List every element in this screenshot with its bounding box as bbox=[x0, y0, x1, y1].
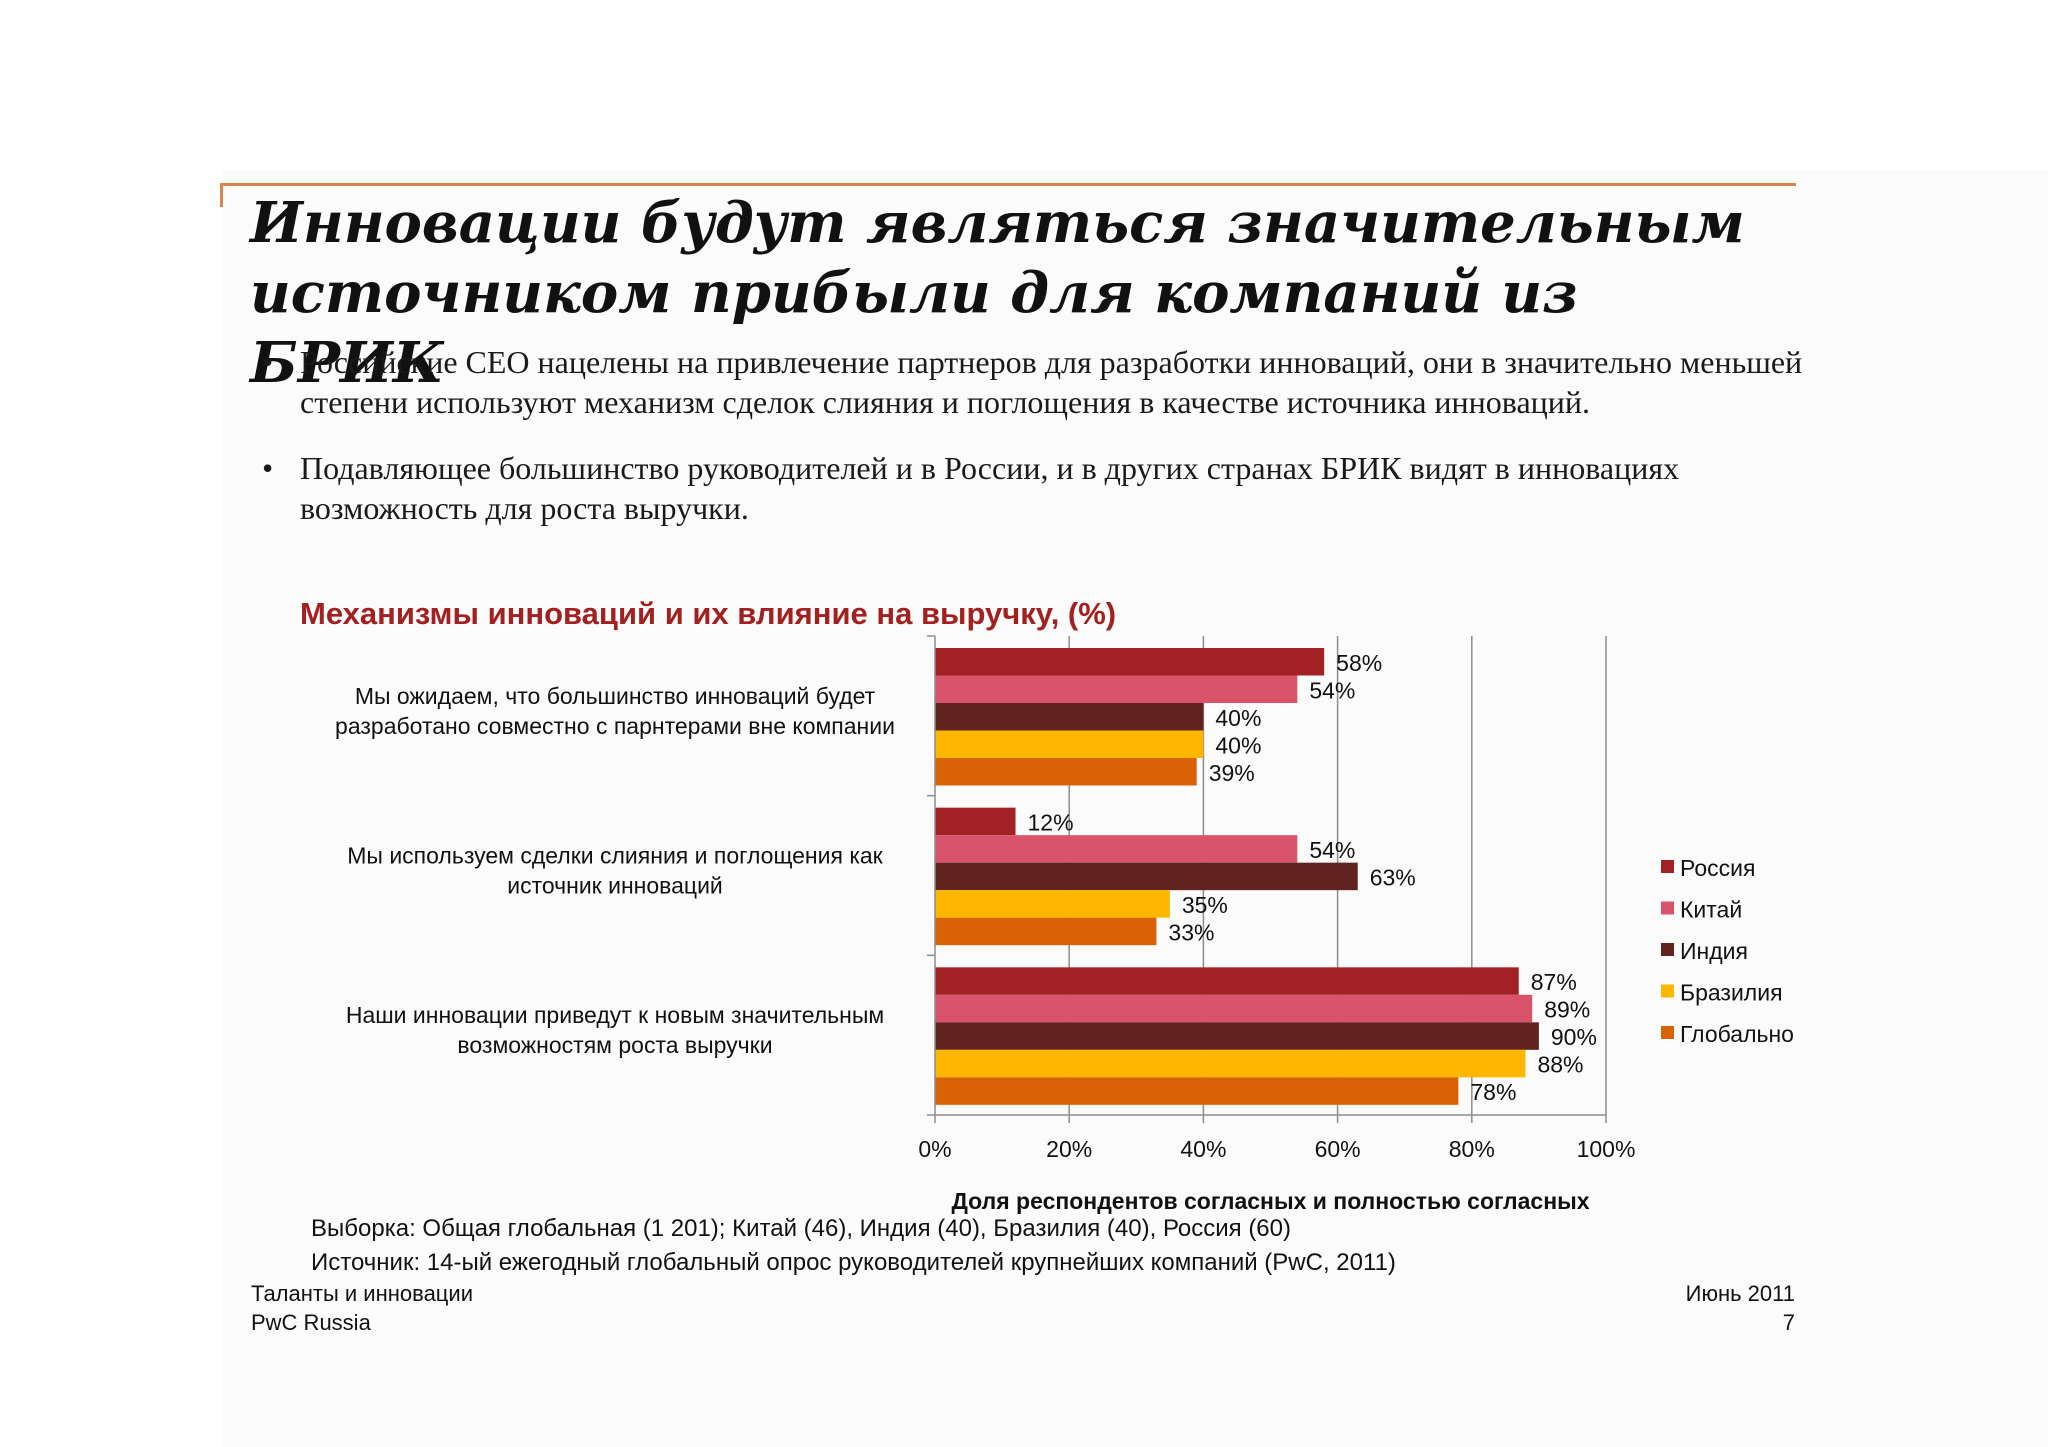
data-label: 88% bbox=[1537, 1052, 1583, 1078]
title-accent-tick bbox=[220, 183, 223, 207]
bar bbox=[935, 648, 1325, 676]
bar bbox=[935, 703, 1204, 731]
chart-title: Механизмы инноваций и их влияние на выру… bbox=[300, 596, 1117, 631]
x-tick-label: 40% bbox=[1180, 1136, 1226, 1162]
legend-swatch bbox=[1661, 901, 1674, 915]
bullet-item: • Подавляющее большинство руководителей и… bbox=[258, 448, 1838, 528]
slide-background bbox=[222, 170, 2048, 1447]
axis-layer: 0% 20% 40% 60% 80% 100% Мы ожидаем, что больши… bbox=[335, 635, 1636, 1214]
legend-swatch bbox=[1661, 860, 1674, 873]
data-label: 54% bbox=[1309, 837, 1355, 863]
legend-label: Бразилия bbox=[1680, 980, 1783, 1006]
bar bbox=[935, 1022, 1539, 1050]
data-label: 39% bbox=[1209, 760, 1255, 786]
x-tick-label: 100% bbox=[1577, 1136, 1636, 1162]
x-axis-title: Доля респондентов согласных и полностью … bbox=[951, 1188, 1589, 1214]
data-label: 40% bbox=[1215, 732, 1261, 758]
source-note: Источник: 14-ый ежегодный глобальный опр… bbox=[311, 1249, 1396, 1276]
data-label: 33% bbox=[1168, 919, 1214, 945]
x-tick-label: 0% bbox=[918, 1136, 951, 1162]
legend-label: Россия bbox=[1680, 855, 1755, 881]
legend-swatch bbox=[1661, 943, 1674, 956]
bullet-dot: • bbox=[262, 344, 274, 380]
data-label: 78% bbox=[1470, 1079, 1516, 1105]
data-label: 35% bbox=[1182, 892, 1228, 918]
data-label: 58% bbox=[1336, 650, 1382, 676]
footer-page-number: 7 bbox=[1782, 1310, 1795, 1335]
slide-title: Инновации будут являться значительным ис… bbox=[250, 190, 1745, 396]
bar bbox=[935, 917, 1157, 946]
bar bbox=[935, 807, 1016, 836]
x-tick-label: 80% bbox=[1449, 1136, 1495, 1162]
bar bbox=[935, 862, 1358, 891]
category-label: Мы используем сделки слияния и поглощени… bbox=[347, 843, 883, 899]
bar bbox=[935, 675, 1298, 703]
bar bbox=[935, 890, 1170, 918]
bullet-item: • Российские СЕО нацелены на привлечение … bbox=[258, 342, 1838, 422]
bullet-dot: • bbox=[262, 450, 274, 486]
x-tick-label: 60% bbox=[1315, 1136, 1361, 1162]
bar-layer bbox=[935, 648, 1539, 1105]
bar bbox=[935, 967, 1519, 995]
bar bbox=[935, 730, 1204, 758]
legend-swatch bbox=[1661, 1026, 1674, 1039]
legend-swatch bbox=[1661, 984, 1674, 998]
footer-date: Июнь 2011 bbox=[1685, 1281, 1795, 1306]
data-label: 40% bbox=[1215, 705, 1261, 731]
data-label: 87% bbox=[1531, 969, 1577, 995]
sample-note: Выборка: Общая глобальная (1 201); Китай… bbox=[311, 1215, 1291, 1242]
label-layer: 58% 12% 87% 54% 54% 89% 40% 63% 90% 40% 35% 88% 39% 3… bbox=[1028, 650, 1597, 1105]
bar bbox=[935, 835, 1298, 863]
footer-left-line2: PwC Russia bbox=[251, 1310, 371, 1335]
legend-label: Китай bbox=[1680, 897, 1742, 923]
legend-layer: Россия Китай Индия Бразилия Глобально bbox=[1661, 855, 1794, 1047]
data-label: 63% bbox=[1370, 864, 1416, 890]
data-label: 89% bbox=[1544, 997, 1590, 1023]
bar bbox=[935, 994, 1533, 1023]
legend-label: Глобально bbox=[1680, 1021, 1794, 1047]
data-label: 12% bbox=[1028, 809, 1074, 835]
bullet-list: • Российские СЕО нацелены на привлечение … bbox=[258, 342, 1838, 554]
data-label: 90% bbox=[1551, 1024, 1597, 1050]
bullet-text: Подавляющее большинство руководителей и … bbox=[300, 450, 1680, 526]
bullet-text: Российские СЕО нацелены на привлечение п… bbox=[300, 344, 1803, 420]
footer-left-line1: Таланты и инновации bbox=[251, 1281, 473, 1306]
bar bbox=[935, 1077, 1459, 1105]
legend-label: Индия bbox=[1680, 938, 1748, 964]
category-label: Мы ожидаем, что большинство инноваций бу… bbox=[335, 683, 895, 739]
bar bbox=[935, 1049, 1526, 1078]
title-accent-line bbox=[220, 183, 1796, 186]
data-label: 54% bbox=[1309, 677, 1355, 703]
bar bbox=[935, 758, 1197, 786]
x-tick-label: 20% bbox=[1046, 1136, 1092, 1162]
category-label: Наши инновации приведут к новым значител… bbox=[346, 1002, 884, 1058]
